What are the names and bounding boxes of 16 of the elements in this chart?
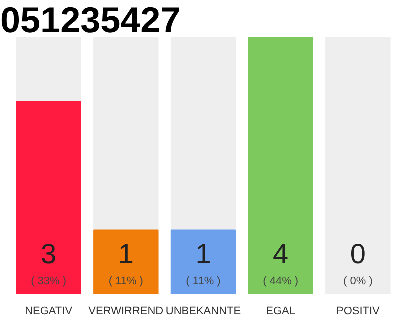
x-tick-label: POSITIV — [336, 306, 381, 318]
data-label: 1 — [118, 238, 134, 270]
x-tick-label: NEGATIV — [25, 306, 74, 318]
annotation: ( 0% ) — [344, 276, 373, 288]
data-label: 0 — [350, 238, 366, 270]
annotation: ( 11% ) — [108, 276, 144, 288]
x-tick-label: UNBEKANNTE — [166, 306, 242, 318]
x-tick-label: VERWIRREND — [88, 306, 164, 318]
data-label: 4 — [273, 238, 289, 270]
annotation: ( 33% ) — [31, 276, 67, 288]
annotation: ( 44% ) — [263, 276, 299, 288]
chart-title: 051235427 — [0, 0, 181, 40]
annotation: ( 11% ) — [186, 276, 221, 288]
data-label: 1 — [196, 238, 212, 270]
x-tick-label: EGAL — [266, 306, 296, 318]
data-label: 3 — [41, 238, 57, 270]
